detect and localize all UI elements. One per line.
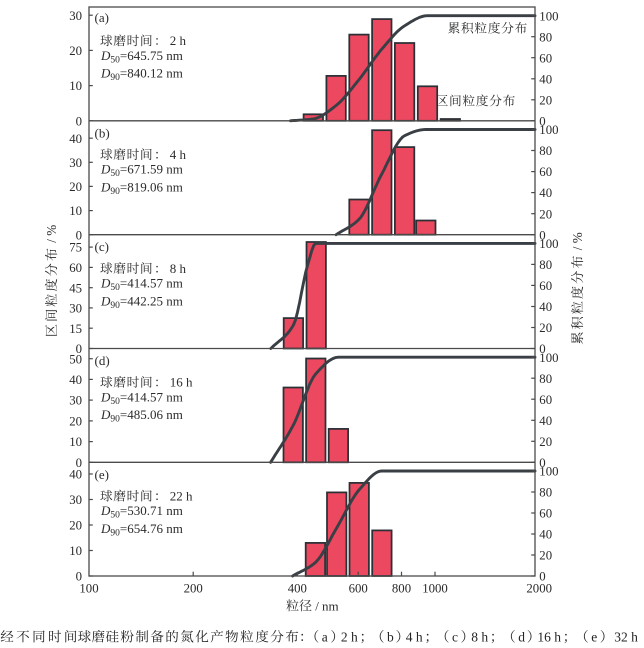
svg-text:100: 100 <box>79 582 98 596</box>
svg-text:0: 0 <box>539 570 545 584</box>
svg-text:50: 50 <box>69 352 82 366</box>
svg-text:30: 30 <box>69 9 82 23</box>
svg-text:16 h: 16 h <box>537 629 561 644</box>
svg-text:40: 40 <box>539 414 552 428</box>
svg-text:30: 30 <box>69 302 82 316</box>
svg-text:(b): (b) <box>95 125 110 140</box>
svg-text:20: 20 <box>539 321 552 335</box>
svg-text:60: 60 <box>539 507 552 521</box>
svg-text:80: 80 <box>539 30 552 44</box>
svg-text:d: d <box>518 629 525 644</box>
svg-text:40: 40 <box>539 186 552 200</box>
svg-text:32 h: 32 h <box>614 629 638 644</box>
svg-text:60: 60 <box>539 279 552 293</box>
svg-text:(a): (a) <box>95 10 109 25</box>
svg-text:40: 40 <box>69 373 82 387</box>
svg-text:0: 0 <box>539 456 545 470</box>
svg-text:75: 75 <box>69 241 82 255</box>
svg-text:a: a <box>322 629 328 644</box>
svg-text:200: 200 <box>184 582 203 596</box>
svg-text:80: 80 <box>539 144 552 158</box>
svg-text:D50=414.57 nm: D50=414.57 nm <box>100 389 183 407</box>
svg-text:2000: 2000 <box>526 582 552 596</box>
svg-text:/ %: / % <box>570 232 585 250</box>
svg-text:100: 100 <box>539 465 558 479</box>
svg-text:40: 40 <box>539 528 552 542</box>
svg-text:D50=645.75 nm: D50=645.75 nm <box>100 48 183 66</box>
svg-text:/ %: / % <box>44 225 59 243</box>
svg-text:20: 20 <box>69 519 82 533</box>
svg-text:45: 45 <box>69 281 82 295</box>
svg-text:D90=485.06 nm: D90=485.06 nm <box>100 407 183 425</box>
svg-text:30: 30 <box>69 156 82 170</box>
svg-text:40: 40 <box>539 300 552 314</box>
svg-text:80: 80 <box>539 372 552 386</box>
svg-text:800: 800 <box>392 582 411 596</box>
svg-text:/ nm: / nm <box>315 598 338 613</box>
svg-text:0: 0 <box>539 114 545 128</box>
svg-text:20: 20 <box>539 93 552 107</box>
svg-text:30: 30 <box>69 394 82 408</box>
svg-text:100: 100 <box>539 123 558 137</box>
svg-text:D90=654.76 nm: D90=654.76 nm <box>100 521 183 539</box>
svg-text:(e): (e) <box>95 467 109 482</box>
svg-text:(c): (c) <box>95 239 109 254</box>
svg-text:40: 40 <box>539 72 552 86</box>
svg-text:15: 15 <box>69 322 82 336</box>
svg-text:c: c <box>452 629 458 644</box>
svg-text:20: 20 <box>539 207 552 221</box>
svg-text:22 h: 22 h <box>170 489 193 504</box>
svg-text:0: 0 <box>539 342 545 356</box>
svg-text:20: 20 <box>69 415 82 429</box>
svg-text:100: 100 <box>539 237 558 251</box>
svg-text:60: 60 <box>539 51 552 65</box>
svg-text:10: 10 <box>69 435 82 449</box>
svg-text:60: 60 <box>539 165 552 179</box>
svg-text:0: 0 <box>76 114 82 128</box>
svg-text:D90=840.12 nm: D90=840.12 nm <box>100 66 183 84</box>
svg-text:4 h: 4 h <box>170 147 187 162</box>
svg-text:10: 10 <box>69 79 82 93</box>
svg-text:b: b <box>387 629 394 644</box>
svg-text:10: 10 <box>69 544 82 558</box>
svg-text:40: 40 <box>69 132 82 146</box>
svg-text:16 h: 16 h <box>170 375 193 390</box>
svg-text:20: 20 <box>69 44 82 58</box>
svg-text:0: 0 <box>539 228 545 242</box>
svg-text:D50=414.57 nm: D50=414.57 nm <box>100 276 183 294</box>
svg-text:0: 0 <box>76 342 82 356</box>
svg-text:D90=819.06 nm: D90=819.06 nm <box>100 179 183 197</box>
svg-text:8 h: 8 h <box>471 629 488 644</box>
svg-text:30: 30 <box>69 493 82 507</box>
svg-text:4 h: 4 h <box>406 629 423 644</box>
svg-text:60: 60 <box>69 261 82 275</box>
svg-text:0: 0 <box>76 228 82 242</box>
svg-text:20: 20 <box>539 435 552 449</box>
svg-text:40: 40 <box>69 468 82 482</box>
svg-text:0: 0 <box>76 456 82 470</box>
svg-text:8 h: 8 h <box>170 261 187 276</box>
svg-text:20: 20 <box>539 549 552 563</box>
svg-text:1000: 1000 <box>422 582 448 596</box>
svg-text:0: 0 <box>76 570 82 584</box>
svg-text:80: 80 <box>539 258 552 272</box>
svg-text:D50=530.71 nm: D50=530.71 nm <box>100 503 183 521</box>
svg-text:D90=442.25 nm: D90=442.25 nm <box>100 293 183 311</box>
svg-text:400: 400 <box>288 582 307 596</box>
svg-text:80: 80 <box>539 486 552 500</box>
svg-text:e: e <box>591 629 597 644</box>
svg-text:2 h: 2 h <box>170 33 187 48</box>
svg-text:10: 10 <box>69 204 82 218</box>
svg-text:(d): (d) <box>95 353 110 368</box>
svg-text:60: 60 <box>539 393 552 407</box>
svg-text:20: 20 <box>69 180 82 194</box>
svg-text:100: 100 <box>539 9 558 23</box>
svg-text:100: 100 <box>539 351 558 365</box>
svg-text:D50=671.59 nm: D50=671.59 nm <box>100 162 183 180</box>
svg-text:600: 600 <box>349 582 368 596</box>
svg-text:2 h: 2 h <box>341 629 358 644</box>
